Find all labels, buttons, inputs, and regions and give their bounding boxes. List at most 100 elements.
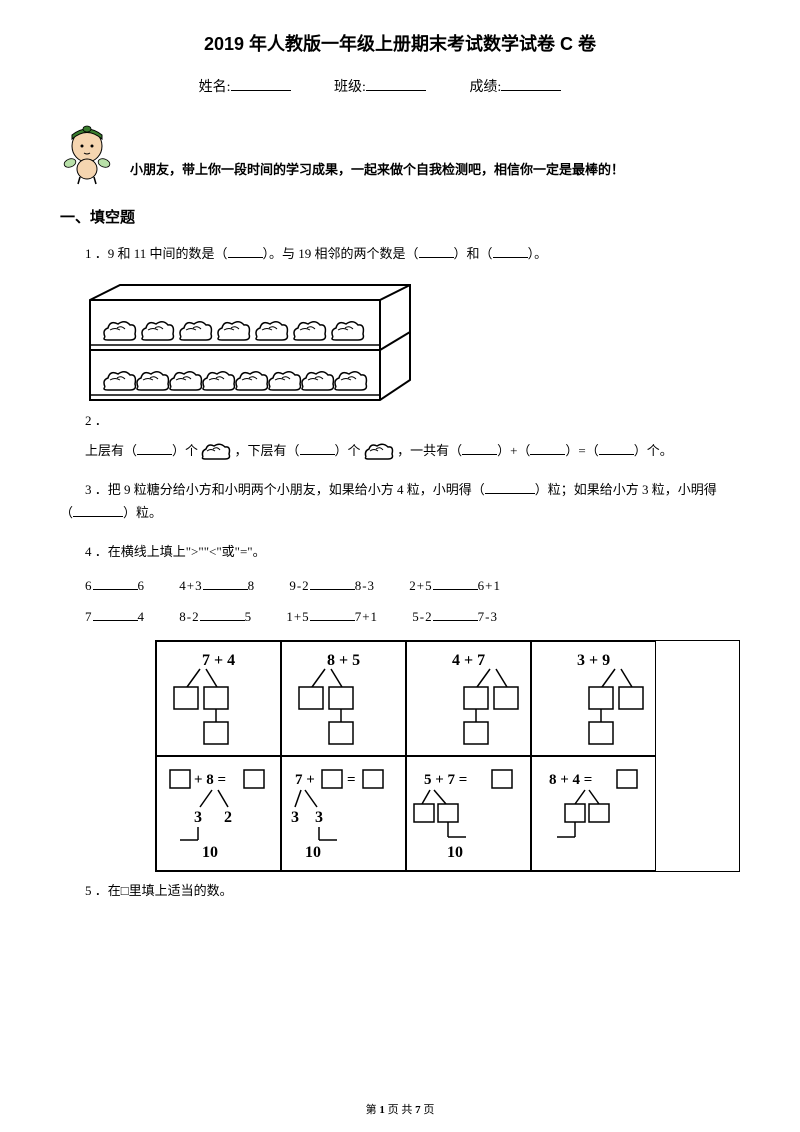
mascot-icon: [60, 121, 115, 186]
q4-r1-3-right: 8-3: [355, 578, 375, 593]
q2-blank-3[interactable]: [462, 454, 497, 455]
svg-text:5 + 7 =: 5 + 7 =: [424, 772, 467, 788]
q4-r1-2-right: 8: [248, 578, 256, 593]
q4-r1-2-left: 4+3: [179, 578, 202, 593]
puzzle-grid: 7 + 4 8 + 5 4 + 7: [155, 640, 740, 872]
shelf-diagram: [85, 280, 415, 410]
score-blank[interactable]: [501, 90, 561, 91]
puzzle-cell-6: 7 + = 3 3 10: [281, 756, 406, 871]
q2-part-2: ，下层有（: [235, 443, 300, 458]
cloud-icon: [364, 443, 394, 461]
q4-r1-4-right: 6+1: [478, 578, 501, 593]
puzzle-cell-1: 7 + 4: [156, 641, 281, 756]
cell-expr: 7 + 4: [202, 652, 235, 669]
student-info-line: 姓名: 班级: 成绩:: [60, 76, 740, 96]
exam-title: 2019 年人教版一年级上册期末考试数学试卷 C 卷: [60, 30, 740, 56]
q4-r2-1-right: 4: [138, 609, 146, 624]
q1-blank-1[interactable]: [228, 257, 263, 258]
question-3: 3 ．把 9 粒糖分给小方和小明两个小朋友，如果给小方 4 粒，小明得（ ）粒；如…: [60, 478, 740, 525]
q4-r2-2-right: 5: [245, 609, 253, 624]
footer-mid: 页 共: [385, 1104, 415, 1116]
puzzle-cell-5: + 8 = 3 2 10: [156, 756, 281, 871]
q1-text-2: ）。与 19 相邻的两个数是（: [263, 246, 419, 261]
shelf-image-container: [60, 280, 740, 415]
q4-r1-3-blank[interactable]: [310, 589, 355, 590]
q2-part-6: ）=（: [565, 443, 598, 458]
question-2-text: 上层有（ ）个 ，下层有（ ）个 ，一共有（ ）+（ ）=（ ）个。: [60, 439, 740, 462]
svg-text:2: 2: [224, 809, 232, 826]
svg-text:3: 3: [194, 809, 202, 826]
q4-r2-2-blank[interactable]: [200, 620, 245, 621]
q4-r2-4-left: 5-2: [412, 609, 432, 624]
footer-prefix: 第: [366, 1104, 380, 1116]
q4-r2-4-blank[interactable]: [433, 620, 478, 621]
q1-blank-2[interactable]: [419, 257, 454, 258]
q3-blank-2[interactable]: [73, 516, 123, 517]
svg-text:4 + 7: 4 + 7: [452, 652, 485, 669]
svg-text:8 + 5: 8 + 5: [327, 652, 360, 669]
svg-text:+ 8 =: + 8 =: [194, 772, 226, 788]
puzzle-cell-4: 3 + 9: [531, 641, 656, 756]
q3-blank-1[interactable]: [485, 493, 535, 494]
puzzle-cell-2: 8 + 5: [281, 641, 406, 756]
svg-text:3 + 9: 3 + 9: [577, 652, 610, 669]
q4-r2-1-blank[interactable]: [93, 620, 138, 621]
q2-part-0: 上层有（: [85, 443, 137, 458]
q4-row-1: 66 4+38 9-28-3 2+56+1: [60, 578, 740, 594]
q4-r2-3-right: 7+1: [355, 609, 378, 624]
q3-text-4: ）粒。: [123, 505, 162, 520]
q4-r1-1-blank[interactable]: [93, 589, 138, 590]
score-label: 成绩:: [469, 80, 501, 95]
q2-blank-5[interactable]: [599, 454, 634, 455]
puzzle-cell-7: 5 + 7 = 10: [406, 756, 531, 871]
class-blank[interactable]: [366, 90, 426, 91]
q2-part-1: ）个: [172, 443, 198, 458]
name-blank[interactable]: [231, 90, 291, 91]
section-1-header: 一、填空题: [60, 206, 740, 227]
q4-r1-4-blank[interactable]: [433, 589, 478, 590]
svg-text:10: 10: [202, 844, 218, 861]
q2-part-4: ，一共有（: [397, 443, 462, 458]
q2-part-7: ）个。: [634, 443, 673, 458]
svg-text:3: 3: [315, 809, 323, 826]
svg-text:10: 10: [447, 844, 463, 861]
q2-blank-1[interactable]: [137, 454, 172, 455]
question-4-header: 4 ．在横线上填上">""<"或"="。: [60, 540, 740, 563]
q1-text-1: 1 ．9 和 11 中间的数是（: [85, 246, 228, 261]
q4-r2-4-right: 7-3: [478, 609, 498, 624]
class-label: 班级:: [334, 80, 366, 95]
cloud-icon: [201, 443, 231, 461]
question-1: 1 ．9 和 11 中间的数是（ ）。与 19 相邻的两个数是（ ）和（ ）。: [60, 242, 740, 265]
q1-text-3: ）和（: [454, 246, 493, 261]
q3-text-3: （: [60, 505, 73, 520]
svg-text:10: 10: [305, 844, 321, 861]
q2-part-5: ）+（: [497, 443, 530, 458]
mascot-row: 小朋友，带上你一段时间的学习成果，一起来做个自我检测吧，相信你一定是最棒的！: [60, 121, 740, 186]
q4-r1-1-left: 6: [85, 578, 93, 593]
puzzle-cell-8: 8 + 4 =: [531, 756, 656, 871]
page-footer: 第 1 页 共 7 页: [0, 1101, 800, 1117]
q4-r1-2-blank[interactable]: [203, 589, 248, 590]
name-label: 姓名:: [199, 80, 231, 95]
q4-r2-3-left: 1+5: [286, 609, 309, 624]
svg-text:=: =: [347, 772, 356, 788]
question-5-text: 5 ．在□里填上适当的数。: [60, 880, 740, 899]
svg-text:8 + 4 =: 8 + 4 =: [549, 772, 592, 788]
q4-r2-3-blank[interactable]: [310, 620, 355, 621]
q3-text-1: 3 ．把 9 粒糖分给小方和小明两个小朋友，如果给小方 4 粒，小明得（: [85, 482, 485, 497]
q5-grid-container: 7 + 4 8 + 5 4 + 7: [60, 640, 740, 872]
svg-text:7 +: 7 +: [295, 772, 315, 788]
q2-blank-2[interactable]: [300, 454, 335, 455]
q3-text-2: ）粒；如果给小方 3 粒，小明得: [535, 482, 717, 497]
q4-row-2: 7 4 8-2 5 1+5 7+1 5-2 7-3: [60, 609, 740, 625]
q2-part-3: ）个: [335, 443, 361, 458]
q1-text-4: ）。: [528, 246, 548, 261]
q4-r2-2-left: 8-2: [179, 609, 199, 624]
q2-blank-4[interactable]: [530, 454, 565, 455]
footer-suffix: 页: [421, 1104, 435, 1116]
q4-r2-1-left: 7: [85, 609, 93, 624]
q4-r1-4-left: 2+5: [409, 578, 432, 593]
puzzle-cell-3: 4 + 7: [406, 641, 531, 756]
q4-r1-3-left: 9-2: [289, 578, 309, 593]
q1-blank-3[interactable]: [493, 257, 528, 258]
